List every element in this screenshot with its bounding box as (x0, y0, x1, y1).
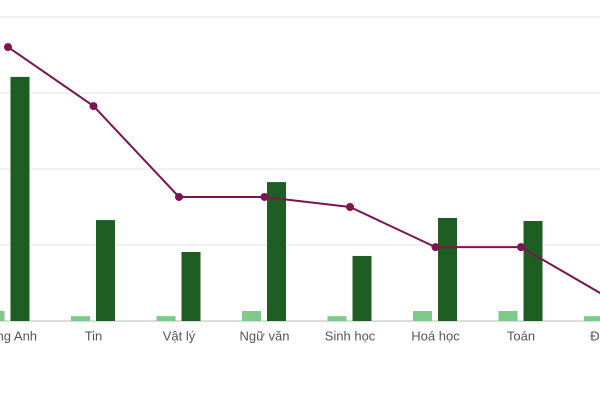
line-point (260, 192, 269, 201)
bar (584, 316, 600, 321)
x-tick-label: Tin (85, 328, 103, 343)
x-tick-label: Toán (507, 328, 535, 343)
bar (242, 310, 261, 321)
bar (0, 310, 5, 321)
x-tick-label: Địa lý (590, 328, 600, 343)
bar (10, 76, 30, 321)
bar (267, 182, 286, 321)
x-tick-label: Hoá học (411, 328, 460, 343)
line-point (431, 243, 440, 252)
line-point (175, 192, 183, 201)
x-tick-label: Ngữ văn (240, 328, 290, 343)
bar (523, 220, 543, 321)
bar (156, 316, 176, 321)
x-tick-label: Vật lý (163, 328, 196, 343)
bar (498, 310, 518, 321)
line-point (346, 203, 354, 211)
line (7, 46, 600, 295)
bar (71, 316, 90, 321)
bar (413, 310, 432, 321)
x-tick-label: Tiếng Anh (0, 328, 37, 343)
bar (438, 217, 457, 321)
bar (352, 255, 372, 321)
x-tick-label: Sinh học (325, 328, 376, 343)
bar (327, 316, 347, 321)
line-point (517, 243, 525, 252)
bar (96, 220, 115, 321)
line-point (89, 102, 98, 111)
line-point (4, 43, 12, 52)
bar (181, 251, 201, 321)
